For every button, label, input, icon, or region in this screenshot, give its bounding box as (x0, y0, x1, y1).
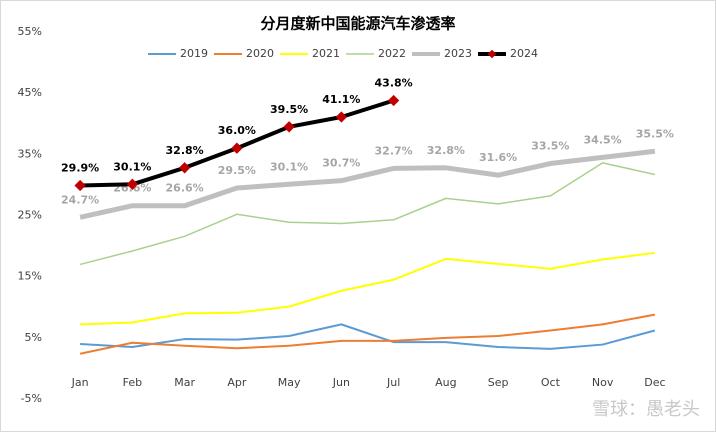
data-label: 30.1% (113, 160, 151, 173)
data-label: 30.1% (270, 160, 308, 173)
point-marker (178, 162, 191, 174)
data-label: 30.7% (322, 157, 360, 170)
y-tick-label: -5% (21, 392, 42, 405)
x-tick-label: Apr (227, 376, 247, 389)
x-tick-label: Feb (123, 376, 142, 389)
watermark: 雪球：愚老头 (592, 399, 700, 420)
y-tick-label: 15% (18, 270, 42, 283)
y-tick-label: 35% (18, 147, 42, 160)
data-label: 26.6% (166, 182, 204, 195)
x-tick-label: Dec (644, 376, 665, 389)
y-tick-label: 55% (18, 25, 42, 38)
x-tick-label: Sep (488, 376, 509, 389)
data-label: 31.6% (479, 151, 517, 164)
series-line (79, 162, 656, 266)
data-label: 32.7% (375, 144, 413, 157)
data-label: 35.5% (636, 127, 674, 140)
legend-label: 2019 (180, 47, 208, 60)
x-tick-label: Mar (174, 376, 195, 389)
legend-label: 2022 (378, 47, 406, 60)
y-tick-label: 45% (18, 86, 42, 99)
data-label: 39.5% (270, 103, 308, 116)
legend-label: 2023 (444, 47, 472, 60)
series-line (80, 251, 656, 326)
point-marker (126, 178, 139, 190)
data-label: 24.7% (61, 193, 99, 206)
data-label: 32.8% (166, 144, 204, 157)
data-label: 29.9% (61, 162, 99, 175)
data-label: 33.5% (531, 140, 569, 153)
series-line (80, 323, 656, 350)
y-tick-label: 5% (25, 331, 42, 344)
data-label: 43.8% (375, 77, 413, 90)
x-tick-label: Jun (332, 376, 350, 389)
data-label: 36.0% (218, 124, 256, 137)
x-tick-label: Aug (435, 376, 456, 389)
data-label: 34.5% (584, 133, 622, 146)
series-line (79, 313, 656, 355)
data-label: 41.1% (322, 93, 360, 106)
point-marker (231, 142, 243, 154)
legend-label: 2020 (246, 47, 274, 60)
x-tick-label: Jul (386, 376, 400, 389)
x-tick-label: May (278, 376, 301, 389)
data-label: 29.5% (218, 164, 256, 177)
x-tick-label: Oct (541, 376, 561, 389)
series-line (79, 148, 656, 220)
data-label: 32.8% (427, 144, 465, 157)
x-tick-label: Nov (592, 376, 614, 389)
y-tick-label: 25% (18, 209, 42, 222)
chart-title: 分月度新中国能源汽车渗透率 (260, 15, 455, 33)
legend-label: 2024 (510, 47, 538, 60)
legend-marker (487, 49, 497, 59)
x-tick-label: Jan (71, 376, 89, 389)
legend-label: 2021 (312, 47, 340, 60)
